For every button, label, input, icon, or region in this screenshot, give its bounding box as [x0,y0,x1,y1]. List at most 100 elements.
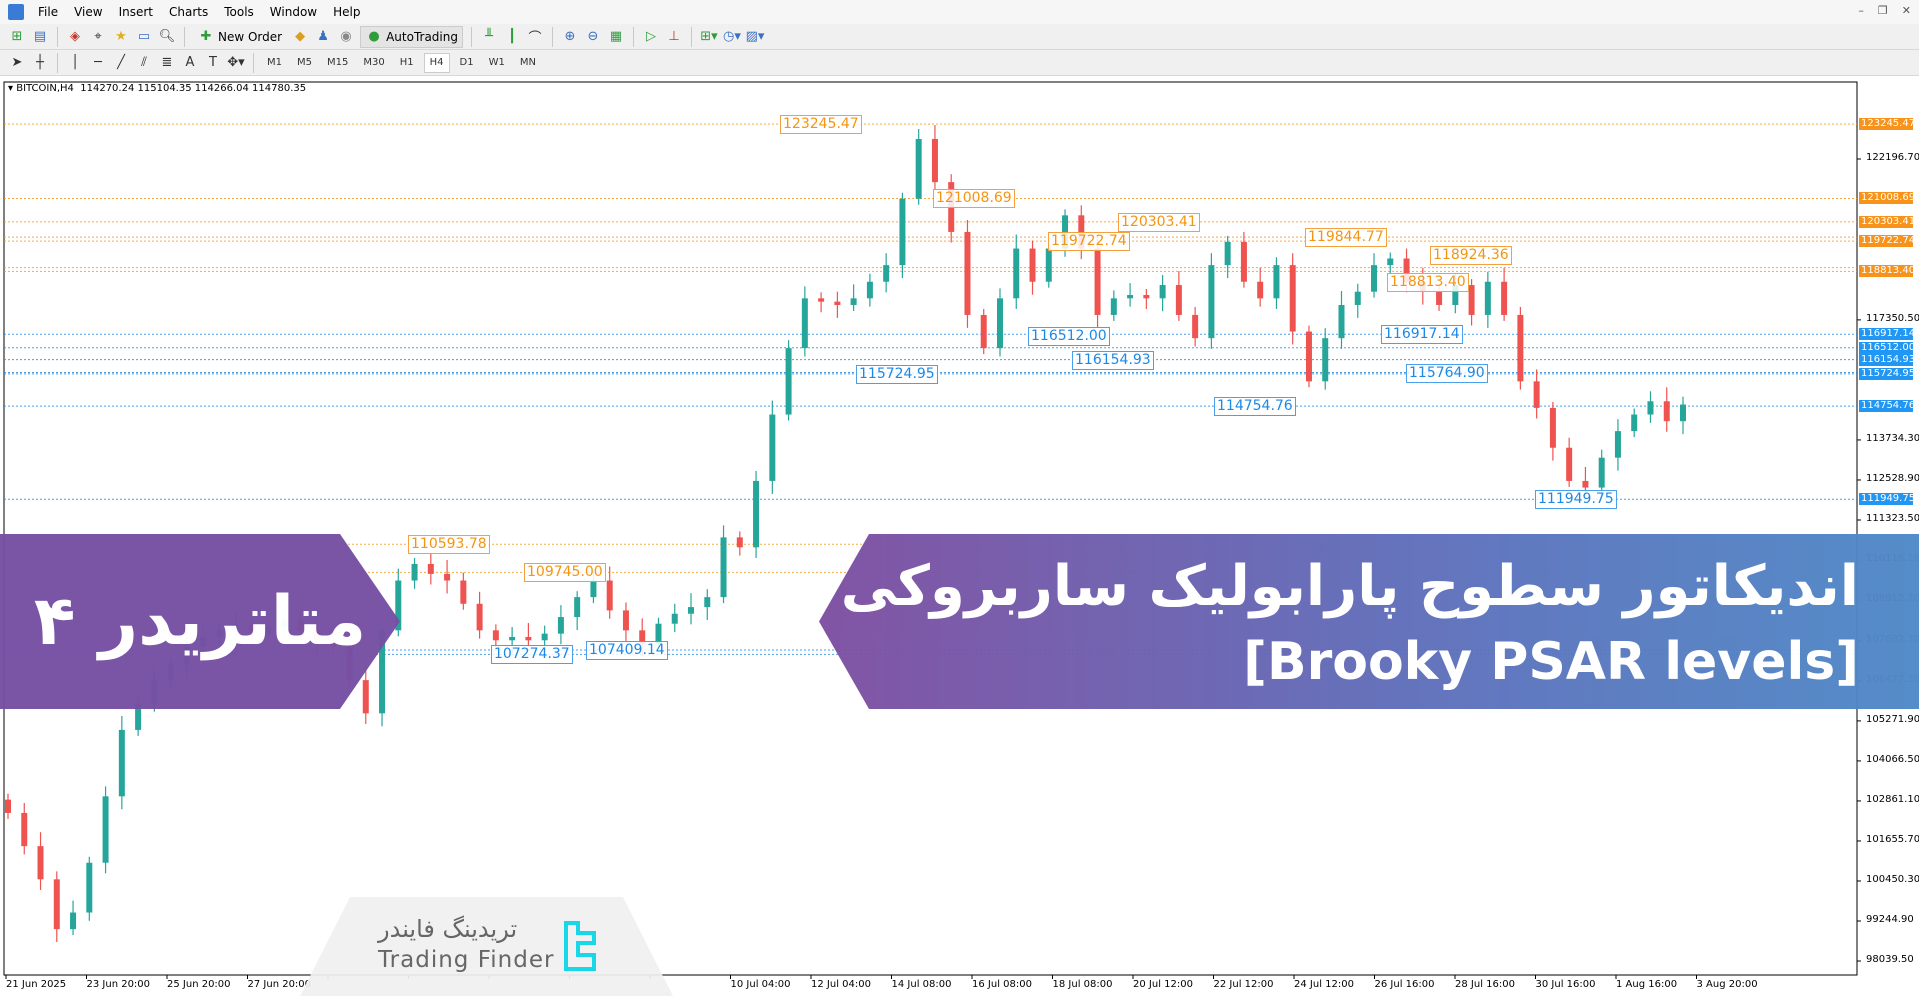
zoom-out-icon[interactable]: ⊖ [587,29,599,44]
candle-body [899,198,906,266]
menu-file[interactable]: File [38,5,59,19]
time-axis-label: 12 Jul 04:00 [811,979,871,990]
restore-icon[interactable]: ❐ [1877,4,1888,17]
candle-body [606,580,613,611]
price-axis-label: 100450.30 [1866,873,1919,885]
drawing-toolbar: ➤ ┼ │ ─ ╱ ⫽ ≣ A T ✥▾ M1 M5 M15 M30 H1 H4… [0,50,1919,76]
zoom-in-icon[interactable]: ⊕ [564,29,576,44]
support-level-label: 114754.76 [1214,397,1296,417]
bar-chart-icon[interactable]: ╨ [485,29,493,44]
time-axis-label: 25 Jun 20:00 [167,979,231,990]
menu-view[interactable]: View [74,5,103,19]
candle-body [574,597,581,618]
timeframe-m30[interactable]: M30 [363,57,385,68]
resistance-level-label: 123245.47 [780,115,862,135]
menu-tools[interactable]: Tools [224,5,254,19]
candle-body [801,298,808,349]
time-axis-label: 1 Aug 16:00 [1616,979,1678,990]
candle-body [21,812,28,847]
time-axis-label: 18 Jul 08:00 [1052,979,1113,990]
candle-body [53,879,60,930]
text-label-icon[interactable]: T [209,55,217,70]
candle-body [444,573,451,581]
autotrading-button[interactable]: ● AutoTrading [360,25,463,48]
support-level-label: 116917.14 [1381,325,1463,345]
resistance-price-tag: 121008.69 [1859,192,1916,205]
chart-shift-icon[interactable]: ⊥ [668,29,680,44]
time-axis-label: 20 Jul 12:00 [1133,979,1193,990]
trendline-icon[interactable]: ╱ [117,55,125,70]
timeframe-mn[interactable]: MN [519,57,536,68]
candle-body [736,537,743,548]
profiles-icon[interactable]: ▤ [33,29,47,44]
channel-icon[interactable]: ⫽ [141,55,147,70]
candle-body [671,613,678,624]
metaeditor-icon[interactable]: ◆ [295,29,306,44]
indicators-icon[interactable]: ⊞▾ [700,29,718,44]
minimize-icon[interactable]: – [1858,4,1864,17]
menu-insert[interactable]: Insert [118,5,153,19]
candle-body [379,630,386,714]
shapes-icon[interactable]: ✥▾ [227,55,245,70]
candle-body [1468,285,1475,315]
close-icon[interactable]: ✕ [1901,4,1911,17]
time-axis-label: 28 Jul 16:00 [1455,979,1515,990]
candle-body [525,636,532,641]
market-watch-icon[interactable]: ◈ [70,29,80,44]
timeframe-h4[interactable]: H4 [423,52,450,73]
new-order-button[interactable]: ✚ New Order [193,26,286,48]
strategy-tester-icon[interactable]: 🔍︎ [158,29,176,44]
candle-body [850,298,857,305]
candle-body [866,281,873,299]
resistance-price-tag: 119722.74 [1859,235,1916,248]
candle-body [5,799,11,813]
candle-body [720,537,727,598]
time-axis-label: 21 Jun 2025 [6,979,67,990]
menu-charts[interactable]: Charts [169,5,209,19]
candle-body [1663,401,1670,422]
templates-icon[interactable]: ▨▾ [745,29,765,44]
support-price-tag: 116512.00 [1859,341,1916,354]
line-chart-icon[interactable]: ⌒ [528,31,542,46]
support-price-tag: 114754.76 [1859,400,1916,413]
fibonacci-icon[interactable]: ≣ [161,55,173,70]
candle-body [1631,414,1638,432]
text-icon[interactable]: A [185,55,195,70]
candle-body [785,348,792,415]
candle-body [1224,241,1231,266]
timeframe-h1[interactable]: H1 [399,57,414,68]
navigator-icon[interactable]: ★ [115,29,127,44]
horizontal-line-icon[interactable]: ─ [94,55,102,70]
timeframe-w1[interactable]: W1 [488,57,505,68]
auto-scroll-icon[interactable]: ▷ [645,29,656,44]
timeframe-m1[interactable]: M1 [267,57,282,68]
crosshair-icon[interactable]: ┼ [36,55,44,70]
candle-body [1598,457,1605,488]
market-icon[interactable]: ◉ [340,29,352,44]
timeframe-m15[interactable]: M15 [327,57,349,68]
timeframe-m5[interactable]: M5 [297,57,312,68]
menu-help[interactable]: Help [333,5,361,19]
banner-left-text: متاتریدر ۴ [33,582,367,661]
candle-body [704,597,711,608]
menu-bar: File View Insert Charts Tools Window Hel… [0,0,1919,24]
terminal-icon[interactable]: ▭ [137,29,151,44]
candle-body [883,265,890,282]
logo-mark-icon [564,921,596,971]
support-level-label: 115724.95 [856,364,938,384]
tile-windows-icon[interactable]: ▦ [609,29,623,44]
menu-window[interactable]: Window [269,5,318,19]
periods-icon[interactable]: ◷▾ [723,29,741,44]
candle-body [834,301,841,305]
new-chart-icon[interactable]: ⊞ [11,29,23,44]
support-level-label: 116512.00 [1028,326,1110,346]
data-window-icon[interactable]: ⌖ [94,29,102,44]
signals-icon[interactable]: ♟ [317,29,329,44]
candle-body [590,580,597,598]
candlestick-icon[interactable]: ┃ [508,29,516,44]
chart-symbol: BITCOIN,H4 [16,83,74,94]
vertical-line-icon[interactable]: │ [71,55,79,70]
cursor-icon[interactable]: ➤ [11,55,23,70]
timeframe-d1[interactable]: D1 [459,57,474,68]
